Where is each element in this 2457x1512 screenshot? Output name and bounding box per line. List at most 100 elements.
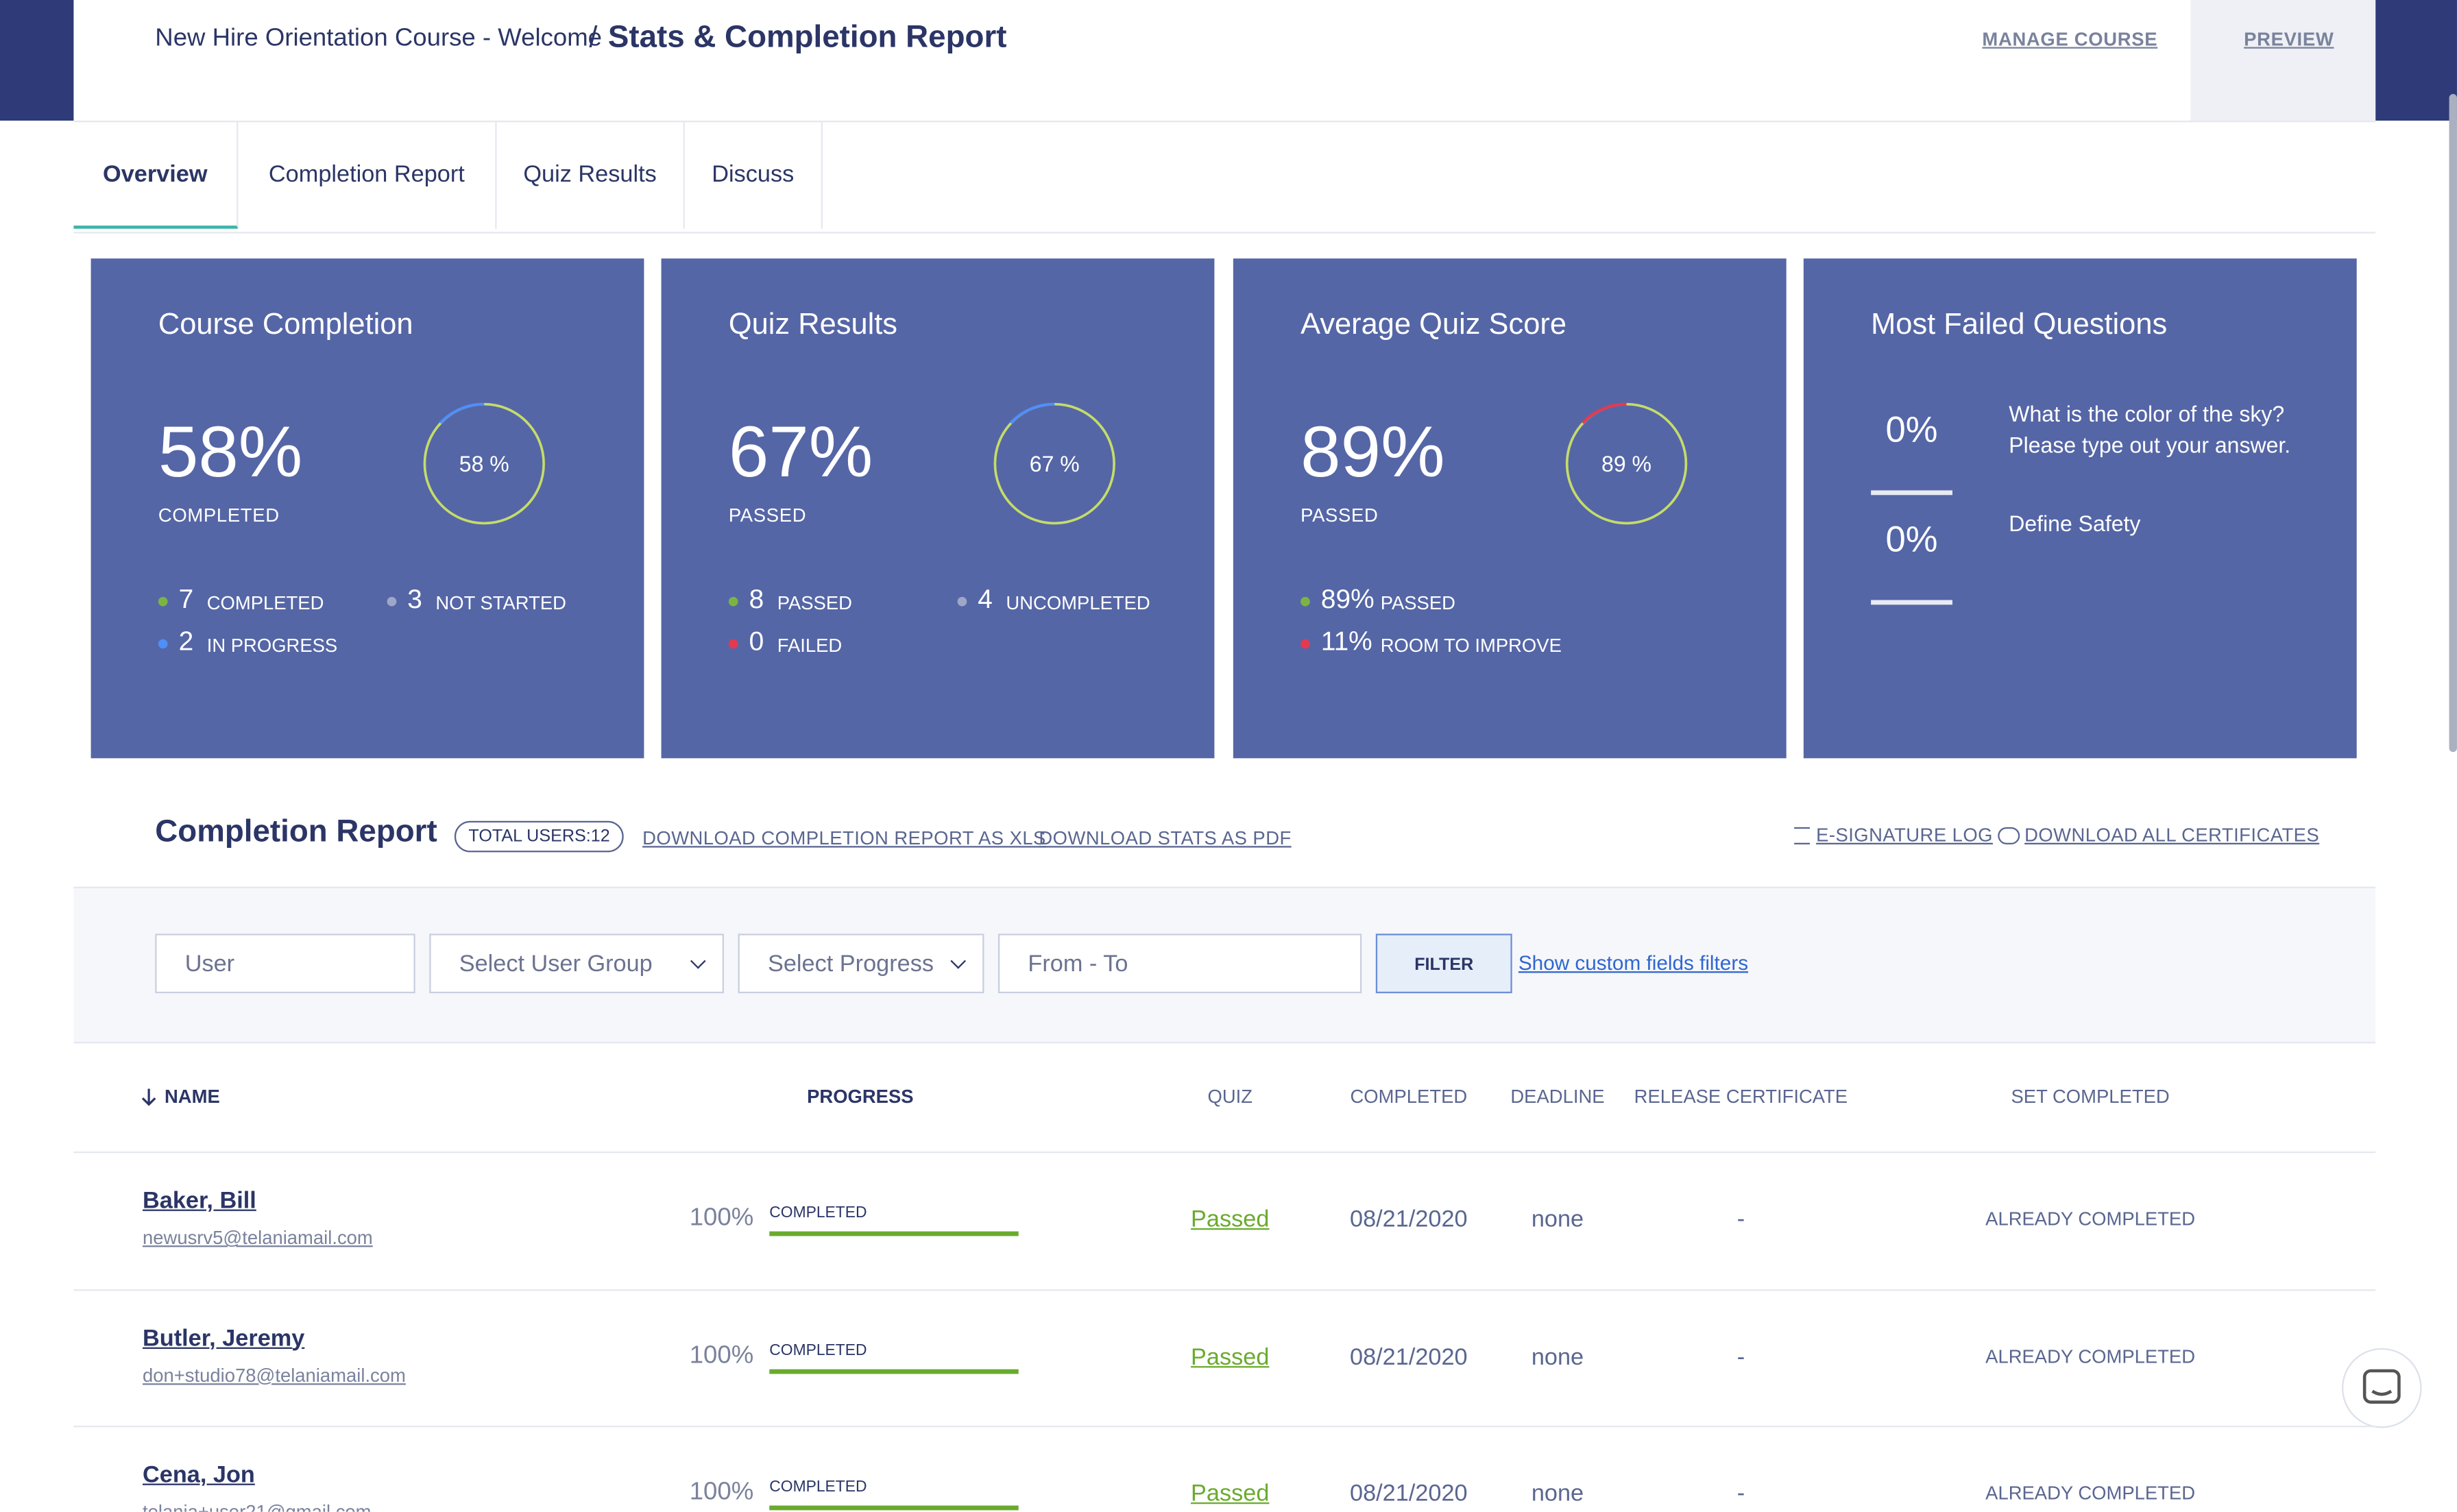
stat-number: 8	[749, 584, 764, 614]
quiz-result[interactable]: Passed	[1191, 1480, 1270, 1507]
scrollbar	[2449, 94, 2457, 753]
filter-input[interactable]: Select User Group	[429, 934, 724, 994]
quiz-result[interactable]: Passed	[1191, 1343, 1270, 1370]
gauge-label: 89 %	[1601, 451, 1652, 476]
certificate: -	[1736, 1343, 1745, 1370]
stat-label: PASSED	[1380, 592, 1455, 614]
total-badge: TOTAL USERS:12	[454, 820, 625, 853]
gauge-label: 67 %	[1029, 451, 1080, 476]
progress-percent: 100%	[689, 1478, 754, 1506]
stat-number: 7	[178, 584, 194, 614]
card-title: Average Quiz Score	[1300, 308, 1566, 342]
row-divider	[73, 1288, 2376, 1291]
status-dot	[387, 596, 397, 607]
list-icon	[1794, 827, 1810, 844]
stat-label: ROOM TO IMPROVE	[1380, 634, 1562, 657]
completed-date: 08/21/2020	[1350, 1206, 1468, 1233]
column-header: RELEASE CERTIFICATE	[1634, 1085, 1848, 1108]
tab[interactable]: Completion Report	[238, 122, 497, 229]
sort-icon[interactable]	[138, 1086, 160, 1108]
big-percent: 89%	[1300, 410, 1445, 492]
esign-link[interactable]: E-SIGNATURE LOG	[1816, 824, 1993, 846]
tab[interactable]: Overview	[73, 122, 239, 229]
custom-filters-link[interactable]: Show custom fields filters	[1518, 951, 1749, 975]
tab[interactable]: Quiz Results	[497, 122, 685, 229]
filter-input[interactable]: From - To	[997, 934, 1362, 994]
stat-label: FAILED	[777, 634, 843, 657]
progress-status: COMPLETED	[769, 1341, 867, 1359]
set-completed: ALREADY COMPLETED	[1985, 1345, 2196, 1367]
status-dot	[1300, 596, 1310, 607]
quiz-result[interactable]: Passed	[1191, 1206, 1270, 1233]
filter-input[interactable]: User	[155, 934, 415, 994]
tab-bar	[73, 120, 2376, 234]
stat-number: 2	[178, 626, 194, 657]
user-email: don+studio78@telaniamail.com	[142, 1363, 406, 1386]
chat-button[interactable]	[2341, 1348, 2423, 1429]
card-title: Most Failed Questions	[1871, 308, 2168, 342]
stat-card: Most Failed Questions 0% What is the color…	[1803, 258, 2357, 759]
certificates-link[interactable]: DOWNLOAD ALL CERTIFICATES	[2024, 824, 2320, 846]
breadcrumb: New Hire Orientation Course - Welcome	[155, 25, 603, 52]
stat-label: UNCOMPLETED	[1006, 592, 1150, 614]
progress-bar	[769, 1505, 1019, 1511]
column-header: PROGRESS	[807, 1085, 914, 1108]
action-link[interactable]: MANAGE COURSE	[1982, 28, 2158, 51]
progress-percent: 100%	[689, 1341, 754, 1369]
certificate: -	[1736, 1206, 1745, 1233]
user-name[interactable]: Cena, Jon	[142, 1461, 255, 1489]
gauge	[993, 402, 1115, 525]
stat-number: 0	[749, 626, 764, 657]
progress-status: COMPLETED	[769, 1478, 867, 1496]
user-name[interactable]: Baker, Bill	[142, 1187, 256, 1215]
big-label: PASSED	[728, 504, 807, 526]
filter-input[interactable]: Select Progress	[738, 934, 984, 994]
cloud-icon	[1998, 827, 2020, 844]
tab[interactable]: Discuss	[685, 122, 823, 229]
card-title: Course Completion	[158, 308, 413, 342]
download-link[interactable]: DOWNLOAD COMPLETION REPORT AS XLS	[642, 827, 1046, 849]
stat-label: COMPLETED	[206, 592, 324, 614]
column-header: DEADLINE	[1510, 1085, 1605, 1108]
filter-button[interactable]: FILTER	[1375, 934, 1512, 994]
gauge	[423, 402, 545, 525]
column-header[interactable]: NAME	[164, 1085, 220, 1108]
big-label: COMPLETED	[158, 504, 280, 526]
download-link[interactable]: DOWNLOAD STATS AS PDF	[1039, 827, 1292, 849]
action-link[interactable]: PREVIEW	[2244, 28, 2334, 51]
stat-label: NOT STARTED	[435, 592, 566, 614]
column-header: QUIZ	[1207, 1085, 1253, 1108]
fail-percent: 0%	[1885, 409, 1938, 450]
status-dot	[1300, 639, 1310, 649]
big-percent: 58%	[158, 410, 303, 492]
side-bar	[2375, 0, 2457, 121]
set-completed: ALREADY COMPLETED	[1985, 1482, 2196, 1504]
stat-card: Course Completion 58% COMPLETED 58 % 7 COMPLE…	[90, 258, 644, 759]
certificate: -	[1736, 1480, 1745, 1507]
stat-card: Quiz Results 67% PASSED 67 % 8 PASSED 4 UNCOMPL…	[661, 258, 1215, 759]
stat-number: 4	[978, 584, 993, 614]
row-divider	[73, 1425, 2376, 1428]
big-label: PASSED	[1300, 504, 1379, 526]
status-dot	[158, 596, 168, 607]
completed-date: 08/21/2020	[1350, 1343, 1468, 1370]
question: What is the color of the sky? Please typ…	[2009, 401, 2291, 457]
gauge-label: 58 %	[459, 451, 509, 476]
user-email: newusrv5@telaniamail.com	[142, 1226, 373, 1249]
column-header: COMPLETED	[1350, 1085, 1468, 1108]
progress-status: COMPLETED	[769, 1204, 867, 1222]
progress-bar	[769, 1368, 1019, 1374]
deadline: none	[1531, 1480, 1584, 1507]
question: Define Safety	[2009, 511, 2141, 536]
stat-label: PASSED	[777, 592, 852, 614]
progress-bar	[769, 1231, 1019, 1236]
side-bar	[0, 0, 74, 121]
user-name[interactable]: Butler, Jeremy	[142, 1324, 305, 1352]
deadline: none	[1531, 1206, 1584, 1233]
status-dot	[158, 639, 168, 649]
stat-number: 89%	[1320, 584, 1375, 614]
user-email: telania+user21@gmail.com	[142, 1500, 372, 1512]
